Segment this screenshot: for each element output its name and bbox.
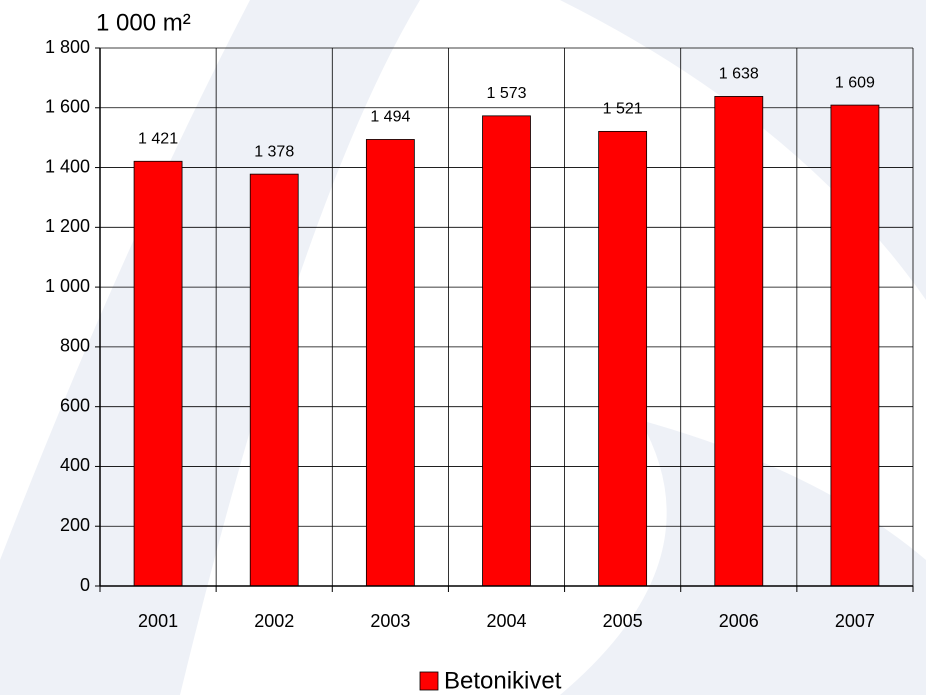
y-tick-label: 400 bbox=[60, 455, 90, 475]
value-label: 1 638 bbox=[719, 66, 759, 83]
value-label: 1 494 bbox=[370, 109, 410, 126]
bar bbox=[598, 130, 648, 587]
value-label: 1 609 bbox=[835, 74, 875, 91]
value-label: 1 573 bbox=[486, 85, 526, 102]
x-tick-label: 2005 bbox=[603, 611, 643, 631]
x-tick-label: 2003 bbox=[370, 611, 410, 631]
bar bbox=[365, 139, 415, 587]
value-label: 1 521 bbox=[603, 101, 643, 118]
y-tick-label: 1 400 bbox=[45, 156, 90, 176]
x-tick-label: 2002 bbox=[254, 611, 294, 631]
legend-swatch bbox=[419, 671, 439, 691]
bar bbox=[249, 173, 299, 587]
y-tick-label: 600 bbox=[60, 395, 90, 415]
y-tick-label: 800 bbox=[60, 336, 90, 356]
y-tick-label: 1 800 bbox=[45, 37, 90, 57]
bar bbox=[133, 160, 183, 587]
bar bbox=[482, 115, 531, 587]
y-tick-label: 1 000 bbox=[45, 276, 90, 296]
background-swoosh bbox=[560, 0, 926, 300]
value-label: 1 378 bbox=[254, 143, 294, 160]
bar bbox=[714, 96, 764, 587]
y-tick-label: 1 200 bbox=[45, 216, 90, 236]
y-tick-label: 200 bbox=[60, 515, 90, 535]
legend-label: Betonikivet bbox=[444, 667, 562, 694]
x-tick-label: 2007 bbox=[835, 611, 875, 631]
value-label: 1 421 bbox=[138, 130, 178, 147]
x-tick-label: 2001 bbox=[138, 611, 178, 631]
y-axis-label: 1 000 m² bbox=[96, 9, 191, 36]
y-tick-label: 1 600 bbox=[45, 97, 90, 117]
y-tick-label: 0 bbox=[80, 575, 90, 595]
background-swoosh bbox=[0, 0, 420, 695]
x-tick-label: 2004 bbox=[486, 611, 526, 631]
bar bbox=[830, 104, 880, 587]
x-tick-label: 2006 bbox=[719, 611, 759, 631]
